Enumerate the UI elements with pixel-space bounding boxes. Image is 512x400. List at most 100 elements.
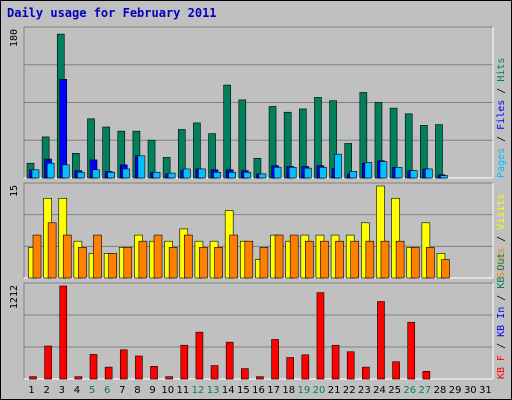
day-label-10: 10 bbox=[161, 385, 174, 396]
pages-bar-day-22 bbox=[349, 171, 358, 179]
pages-bar-day-24 bbox=[379, 161, 388, 179]
sites-bar-day-4 bbox=[78, 247, 87, 279]
kbytes-bar-day-18 bbox=[286, 357, 294, 380]
kbytes-bar-day-1 bbox=[29, 376, 37, 380]
pages-bar-day-3 bbox=[61, 164, 70, 179]
kbytes-bar-day-22 bbox=[346, 351, 355, 380]
legend-bottom-item: KB Out bbox=[496, 253, 507, 289]
day-label-14: 14 bbox=[222, 385, 235, 396]
pages-bar-day-7 bbox=[122, 168, 131, 179]
pages-bar-day-15 bbox=[243, 171, 252, 179]
kbytes-bar-day-27 bbox=[422, 371, 431, 380]
sites-bar-day-6 bbox=[108, 253, 117, 279]
day-label-7: 7 bbox=[119, 385, 125, 396]
sites-bar-day-3 bbox=[62, 234, 72, 279]
kbytes-bar-day-16 bbox=[256, 376, 264, 380]
kbytes-bar-day-26 bbox=[407, 321, 416, 380]
sites-bar-day-27 bbox=[426, 247, 435, 279]
kbytes-bar-day-14 bbox=[225, 341, 234, 380]
kbytes-bar-day-11 bbox=[180, 344, 189, 380]
kbytes-bar-day-19 bbox=[301, 354, 310, 380]
hits-bar-day-14 bbox=[223, 84, 231, 179]
pages-bar-day-1 bbox=[31, 169, 40, 179]
day-label-22: 22 bbox=[343, 385, 356, 396]
pages-bar-day-25 bbox=[394, 167, 403, 179]
day-label-12: 12 bbox=[192, 385, 205, 396]
hits-bar-day-28 bbox=[435, 124, 443, 179]
day-label-15: 15 bbox=[237, 385, 250, 396]
pages-bar-day-10 bbox=[167, 172, 176, 179]
legend-middle-item: Sites bbox=[496, 248, 507, 278]
sites-bar-day-9 bbox=[153, 234, 163, 279]
day-label-11: 11 bbox=[176, 385, 189, 396]
pages-bar-day-21 bbox=[334, 153, 342, 179]
legend-bottom-item: KB In bbox=[496, 307, 507, 337]
sites-bar-day-25 bbox=[395, 240, 405, 279]
panel-middle-ymax-label: 15 bbox=[9, 185, 20, 197]
sites-bar-day-7 bbox=[123, 247, 133, 279]
pages-bar-day-13 bbox=[213, 171, 221, 179]
kbytes-bar-day-4 bbox=[74, 376, 83, 380]
pages-bar-day-11 bbox=[182, 168, 191, 179]
pages-bar-day-4 bbox=[77, 171, 85, 179]
legend-bottom-item: KB F bbox=[496, 355, 507, 379]
pages-bar-day-28 bbox=[440, 175, 448, 179]
sites-bar-day-20 bbox=[320, 240, 329, 279]
pages-bar-day-2 bbox=[46, 162, 55, 179]
legend-top-item: Hits bbox=[496, 58, 507, 82]
kbytes-bar-day-6 bbox=[104, 366, 113, 380]
panel-top-ymax-label: 180 bbox=[9, 29, 20, 47]
kbytes-bar-day-24 bbox=[377, 301, 385, 380]
visits-bar-day-25 bbox=[391, 197, 400, 279]
day-label-21: 21 bbox=[328, 385, 341, 396]
files-bar-day-3 bbox=[59, 79, 68, 179]
kbytes-bar-day-15 bbox=[241, 368, 249, 380]
sites-bar-day-10 bbox=[168, 247, 178, 279]
kbytes-bar-day-10 bbox=[165, 376, 173, 380]
day-label-3: 3 bbox=[59, 385, 65, 396]
pages-bar-day-8 bbox=[137, 155, 146, 179]
day-label-20: 20 bbox=[313, 385, 326, 396]
kbytes-bar-day-17 bbox=[271, 339, 279, 380]
kbytes-bar-day-13 bbox=[210, 365, 219, 380]
kbytes-bar-day-3 bbox=[59, 285, 68, 380]
sites-bar-day-17 bbox=[274, 234, 284, 279]
day-label-18: 18 bbox=[282, 385, 295, 396]
day-label-27: 27 bbox=[419, 385, 432, 396]
sites-bar-day-16 bbox=[259, 247, 269, 279]
kbytes-bar-day-9 bbox=[150, 366, 158, 380]
sites-bar-day-24 bbox=[380, 240, 390, 279]
pages-bar-day-23 bbox=[364, 162, 373, 179]
day-label-25: 25 bbox=[388, 385, 401, 396]
sites-bar-day-2 bbox=[47, 222, 57, 279]
pages-bar-day-26 bbox=[409, 170, 418, 179]
panel-bottom-ymax-label: 1212 bbox=[9, 285, 20, 309]
sites-bar-day-1 bbox=[32, 234, 42, 279]
pages-bar-day-17 bbox=[273, 167, 282, 179]
panel-bottom-legend: KB F / KB In / KB Out bbox=[496, 253, 507, 379]
pages-bar-day-12 bbox=[198, 168, 206, 179]
sites-bar-day-11 bbox=[183, 234, 193, 279]
day-label-5: 5 bbox=[89, 385, 95, 396]
pages-bar-day-19 bbox=[304, 167, 312, 179]
kbytes-bar-day-2 bbox=[44, 345, 52, 380]
kbytes-bar-day-25 bbox=[392, 361, 400, 380]
day-label-9: 9 bbox=[149, 385, 155, 396]
legend-bottom-item: / bbox=[496, 289, 507, 307]
day-label-8: 8 bbox=[134, 385, 140, 396]
day-label-2: 2 bbox=[44, 385, 50, 396]
pages-bar-day-5 bbox=[92, 169, 100, 179]
sites-bar-day-14 bbox=[229, 234, 238, 279]
legend-middle-item: / bbox=[496, 230, 507, 248]
kbytes-bar-day-7 bbox=[119, 349, 128, 380]
legend-top-item: / bbox=[496, 82, 507, 100]
sites-bar-day-28 bbox=[441, 259, 450, 279]
day-label-26: 26 bbox=[403, 385, 416, 396]
pages-bar-day-16 bbox=[258, 173, 267, 179]
kbytes-bar-day-20 bbox=[316, 292, 325, 380]
kbytes-bar-day-23 bbox=[362, 366, 370, 380]
hits-bar-day-6 bbox=[102, 126, 110, 179]
kbytes-bar-day-8 bbox=[135, 355, 143, 380]
pages-bar-day-9 bbox=[152, 171, 161, 179]
